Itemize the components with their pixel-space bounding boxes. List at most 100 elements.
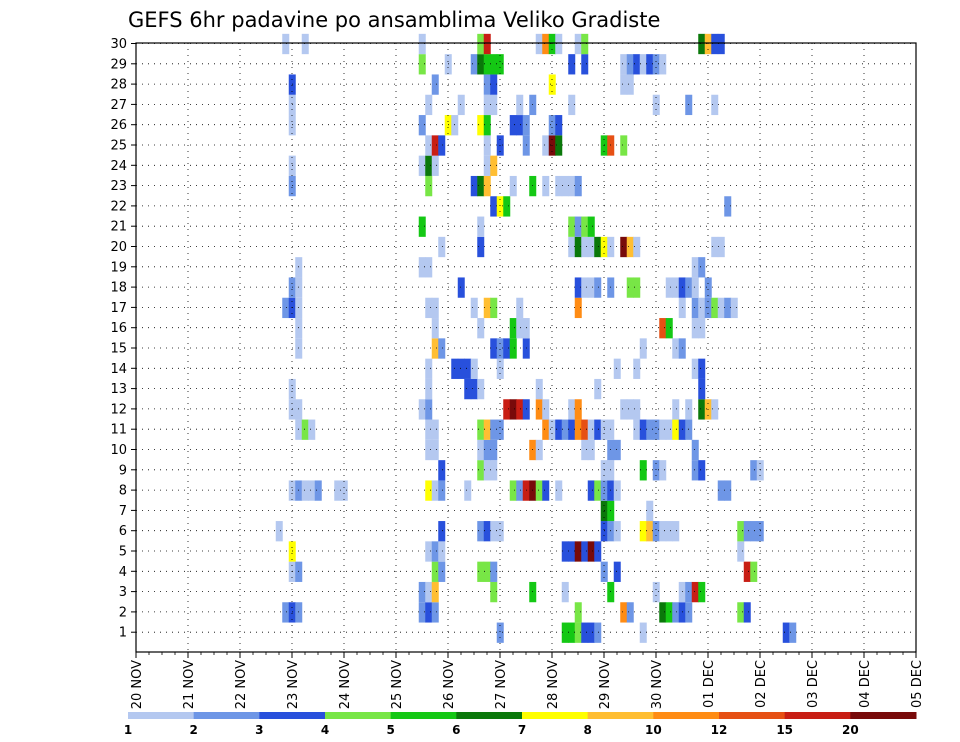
heatmap-cell xyxy=(282,602,290,623)
heatmap-cell xyxy=(457,94,465,116)
heatmap-cell xyxy=(496,622,504,643)
heatmap-cell xyxy=(574,622,582,643)
heatmap-cell xyxy=(613,439,621,461)
heatmap-cell xyxy=(431,541,439,562)
heatmap-cell xyxy=(743,521,751,542)
heatmap-cell xyxy=(633,277,641,298)
heatmap-cell xyxy=(314,480,322,501)
y-tick-label: 8 xyxy=(119,484,127,499)
color-legend-label: 1 xyxy=(124,723,132,737)
heatmap-cell xyxy=(503,399,511,420)
heatmap-cell xyxy=(522,135,530,156)
heatmap-cell xyxy=(483,155,491,176)
heatmap-cell xyxy=(555,115,563,136)
heatmap-cell xyxy=(639,338,647,359)
y-tick-label: 24 xyxy=(110,159,127,174)
heatmap-cell xyxy=(607,439,615,461)
heatmap-cell xyxy=(613,521,621,542)
heatmap-cell xyxy=(516,115,524,136)
y-tick-label: 3 xyxy=(119,585,127,600)
heatmap-cells xyxy=(275,33,797,643)
heatmap-cell xyxy=(516,480,524,501)
heatmap-cell xyxy=(431,561,439,582)
heatmap-cell xyxy=(574,399,582,420)
heatmap-cell xyxy=(438,521,446,542)
heatmap-cell xyxy=(451,115,459,136)
heatmap-cell xyxy=(594,277,602,298)
heatmap-cell xyxy=(789,622,797,643)
heatmap-cell xyxy=(574,297,582,319)
heatmap-cell xyxy=(425,297,433,319)
heatmap-cell xyxy=(659,521,667,542)
heatmap-cell xyxy=(737,521,745,542)
heatmap-cell xyxy=(477,521,485,542)
heatmap-cell xyxy=(295,480,303,501)
heatmap-cell xyxy=(295,602,303,623)
heatmap-cell xyxy=(295,338,303,359)
heatmap-cell xyxy=(633,54,641,75)
heatmap-cell xyxy=(691,257,699,278)
heatmap-cell xyxy=(678,277,686,298)
heatmap-cell xyxy=(464,358,472,379)
heatmap-cell xyxy=(639,622,647,643)
heatmap-cell xyxy=(652,94,660,116)
heatmap-cell xyxy=(620,135,628,156)
x-tick-label: 24 NOV xyxy=(338,660,353,709)
heatmap-cell xyxy=(431,419,439,440)
color-legend-swatch xyxy=(653,712,720,719)
heatmap-cell xyxy=(425,439,433,461)
heatmap-cell xyxy=(607,500,615,522)
heatmap-cell xyxy=(685,581,693,603)
heatmap-cell xyxy=(620,54,628,75)
heatmap-cell xyxy=(568,541,576,562)
color-legend-swatch xyxy=(259,712,326,719)
heatmap-cell xyxy=(431,480,439,501)
y-tick-label: 1 xyxy=(119,626,127,641)
heatmap-cell xyxy=(587,277,595,298)
heatmap-cell xyxy=(444,115,452,136)
heatmap-cell xyxy=(626,277,634,298)
heatmap-cell xyxy=(691,581,699,603)
color-legend-swatch xyxy=(390,712,457,719)
heatmap-cell xyxy=(750,521,758,542)
heatmap-cell xyxy=(639,419,647,440)
heatmap-cell xyxy=(490,54,498,75)
heatmap-cell xyxy=(464,480,472,501)
heatmap-cell xyxy=(574,236,582,258)
heatmap-cell xyxy=(431,74,439,95)
heatmap-cell xyxy=(418,581,426,603)
heatmap-cell xyxy=(568,399,576,420)
heatmap-cell xyxy=(483,33,491,55)
heatmap-cell xyxy=(522,399,530,420)
heatmap-cell xyxy=(295,561,303,582)
heatmap-cell xyxy=(425,581,433,603)
heatmap-cell xyxy=(542,33,550,55)
heatmap-cell xyxy=(535,378,543,400)
heatmap-cell xyxy=(555,33,563,55)
x-tick-label: 25 NOV xyxy=(390,660,405,709)
x-axis: 20 NOV 21 NOV 22 NOV 23 NOV 24 NOV 25 NOV 26 N… xyxy=(130,652,925,709)
x-tick-label: 21 NOV xyxy=(182,660,197,709)
heatmap-cell xyxy=(594,541,602,562)
heatmap-cell xyxy=(672,277,680,298)
heatmap-cell xyxy=(568,54,576,75)
color-legend-label: 7 xyxy=(518,723,526,737)
heatmap-cell xyxy=(672,419,680,440)
heatmap-cell xyxy=(561,581,569,603)
y-tick-label: 30 xyxy=(110,37,127,52)
y-tick-label: 9 xyxy=(119,463,127,478)
x-tick-label: 23 NOV xyxy=(286,660,301,709)
heatmap-cell xyxy=(659,54,667,75)
heatmap-cell xyxy=(295,318,303,339)
heatmap-cell xyxy=(496,54,504,75)
heatmap-cell xyxy=(548,419,556,440)
x-tick-label: 04 DEC xyxy=(858,660,873,708)
heatmap-cell xyxy=(743,602,751,623)
heatmap-cell xyxy=(425,135,433,156)
heatmap-cell xyxy=(483,419,491,440)
heatmap-cell xyxy=(308,419,316,440)
heatmap-cell xyxy=(594,622,602,643)
x-tick-label: 20 NOV xyxy=(130,660,145,709)
heatmap-cell xyxy=(555,419,563,440)
heatmap-cell xyxy=(418,602,426,623)
